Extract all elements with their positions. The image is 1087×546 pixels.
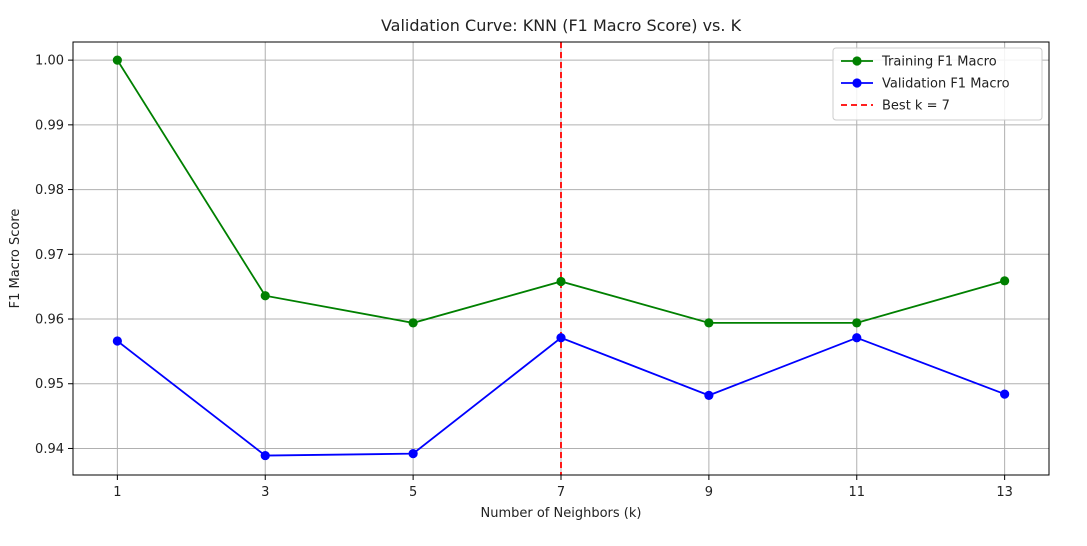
chart-title: Validation Curve: KNN (F1 Macro Score) v…: [381, 16, 742, 35]
legend-box: [832, 47, 1043, 121]
legend-items: Training F1 Macro Validation F1 Macro Best…: [841, 55, 1010, 114]
series-layer: [112, 55, 1010, 461]
training-f1-macro-point: [408, 318, 418, 328]
validation-f1-macro-point: [408, 449, 418, 459]
training-f1-macro-point: [704, 318, 714, 328]
validation-f1-macro-point: [704, 390, 714, 400]
y-tick-label: 0.96: [35, 313, 64, 328]
y-tick-label: 0.99: [35, 118, 64, 133]
legend-marker-validation-f1-macro: [852, 78, 862, 88]
x-axis-label: Number of Neighbors (k): [481, 506, 642, 521]
validation-f1-macro-point: [556, 333, 566, 343]
training-f1-macro-point: [112, 55, 122, 65]
validation-f1-macro-point: [260, 450, 270, 461]
y-tick-label: 0.98: [35, 183, 64, 198]
y-tick-label: 0.97: [35, 248, 64, 263]
legend-marker-training-f1-macro: [852, 56, 862, 66]
training-f1-macro-point: [260, 291, 270, 301]
x-tick-label: 7: [557, 485, 565, 500]
y-tick-label: 1.00: [35, 54, 64, 69]
y-axis-label: F1 Macro Score: [8, 209, 23, 309]
training-f1-macro-point: [852, 318, 862, 328]
x-tick-label: 1: [113, 485, 121, 500]
legend: Training F1 Macro Validation F1 Macro Best…: [832, 47, 1043, 121]
validation-f1-macro-point: [852, 333, 862, 343]
x-tick-label: 13: [996, 485, 1013, 500]
x-tick-label: 5: [409, 485, 417, 500]
validation-f1-macro-point: [1000, 389, 1010, 399]
training-f1-macro-point: [1000, 276, 1010, 286]
axis-ticks: 1 3 5 7 9 11 130.940.950.960.970.980.991.00: [35, 54, 1013, 500]
legend-label-validation-f1-macro: Validation F1 Macro: [882, 77, 1010, 92]
legend-label-best-k-7: Best k = 7: [882, 99, 950, 114]
y-tick-label: 0.95: [35, 377, 64, 392]
x-tick-label: 9: [705, 485, 713, 500]
legend-label-training-f1-macro: Training F1 Macro: [881, 55, 997, 70]
y-tick-label: 0.94: [35, 442, 64, 457]
x-tick-label: 3: [261, 485, 269, 500]
validation-f1-macro-point: [112, 336, 122, 346]
training-f1-macro-point: [556, 276, 566, 287]
x-tick-label: 11: [848, 485, 865, 500]
